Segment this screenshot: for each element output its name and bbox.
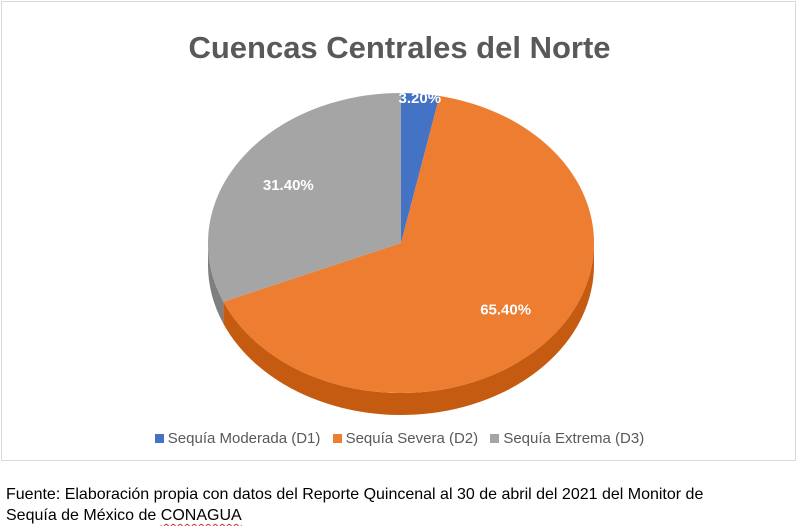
- pie-slice-d1: [401, 93, 440, 243]
- legend-label-d3: Sequía Extrema (D3): [503, 430, 645, 447]
- legend-swatch-d2: [332, 434, 342, 443]
- data-label-d2: 65.40%: [480, 301, 531, 318]
- caption-line-1: Fuente: Elaboración propia con datos del…: [6, 486, 704, 503]
- pie-chart: 3.20% 65.40% 31.40%: [207, 90, 594, 415]
- pie-side-d3: [208, 243, 224, 324]
- data-label-d1: 3.20%: [399, 90, 442, 107]
- legend: Sequía Moderada (D1) Sequía Severa (D2) …: [2, 430, 797, 447]
- caption-org-name: CONAGUA: [160, 507, 242, 524]
- legend-swatch-d1: [154, 434, 164, 443]
- caption-line-2: Sequía de México de CONAGUA: [6, 505, 796, 526]
- chart-title: Cuencas Centrales del Norte: [188, 30, 611, 65]
- caption-line-2-text: Sequía de México de: [6, 507, 161, 524]
- legend-label-d1: Sequía Moderada (D1): [167, 430, 321, 447]
- pie-slice-d2: [223, 96, 594, 394]
- pie-side-d2: [223, 243, 594, 415]
- legend-swatch-d3: [490, 434, 500, 443]
- legend-item-d3: Sequía Extrema (D3): [490, 430, 644, 447]
- pie-slice-d3: [207, 93, 401, 302]
- data-label-d3: 31.40%: [263, 177, 314, 194]
- legend-label-d2: Sequía Severa (D2): [345, 430, 479, 447]
- legend-item-d2: Sequía Severa (D2): [332, 430, 479, 447]
- source-caption: Fuente: Elaboración propia con datos del…: [6, 484, 796, 526]
- legend-item-d1: Sequía Moderada (D1): [154, 430, 321, 447]
- chart-area: Cuencas Centrales del Norte 3.20% 65.40% 3…: [1, 1, 796, 461]
